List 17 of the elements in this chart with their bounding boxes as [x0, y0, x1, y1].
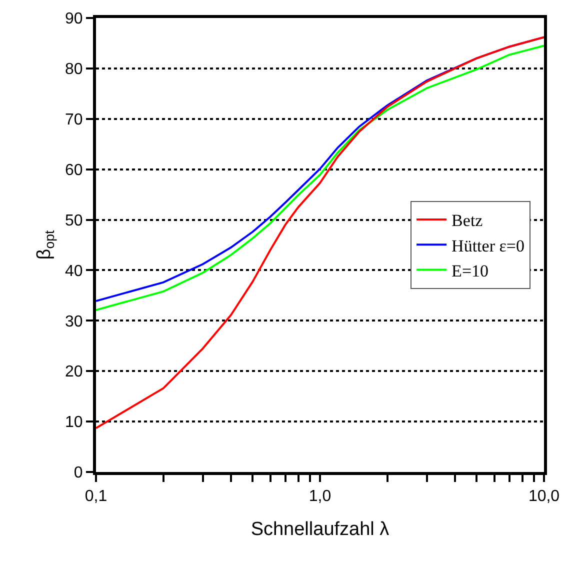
y-tick-label: 0: [74, 464, 83, 482]
x-tick-label: 0,1: [84, 488, 108, 506]
y-tick-label: 10: [65, 414, 83, 432]
y-tick-label: 30: [65, 313, 83, 330]
y-tick-label: 50: [65, 212, 83, 230]
y-tick-label: 70: [65, 111, 83, 128]
x-tick-label: 10,0: [528, 488, 560, 506]
y-tick-label: 80: [65, 61, 83, 78]
y-tick-label: 90: [65, 10, 83, 28]
legend-label: Betz: [452, 211, 484, 230]
x-axis-title: Schnellaufzahl λ: [250, 519, 390, 540]
y-tick-label: 60: [65, 162, 83, 179]
y-tick-label: 40: [65, 262, 83, 280]
legend-label: Hütter ε=0: [452, 236, 524, 256]
legend-label: E=10: [452, 261, 489, 280]
x-tick-label: 1,0: [308, 488, 332, 506]
y-tick-label: 20: [65, 364, 83, 381]
